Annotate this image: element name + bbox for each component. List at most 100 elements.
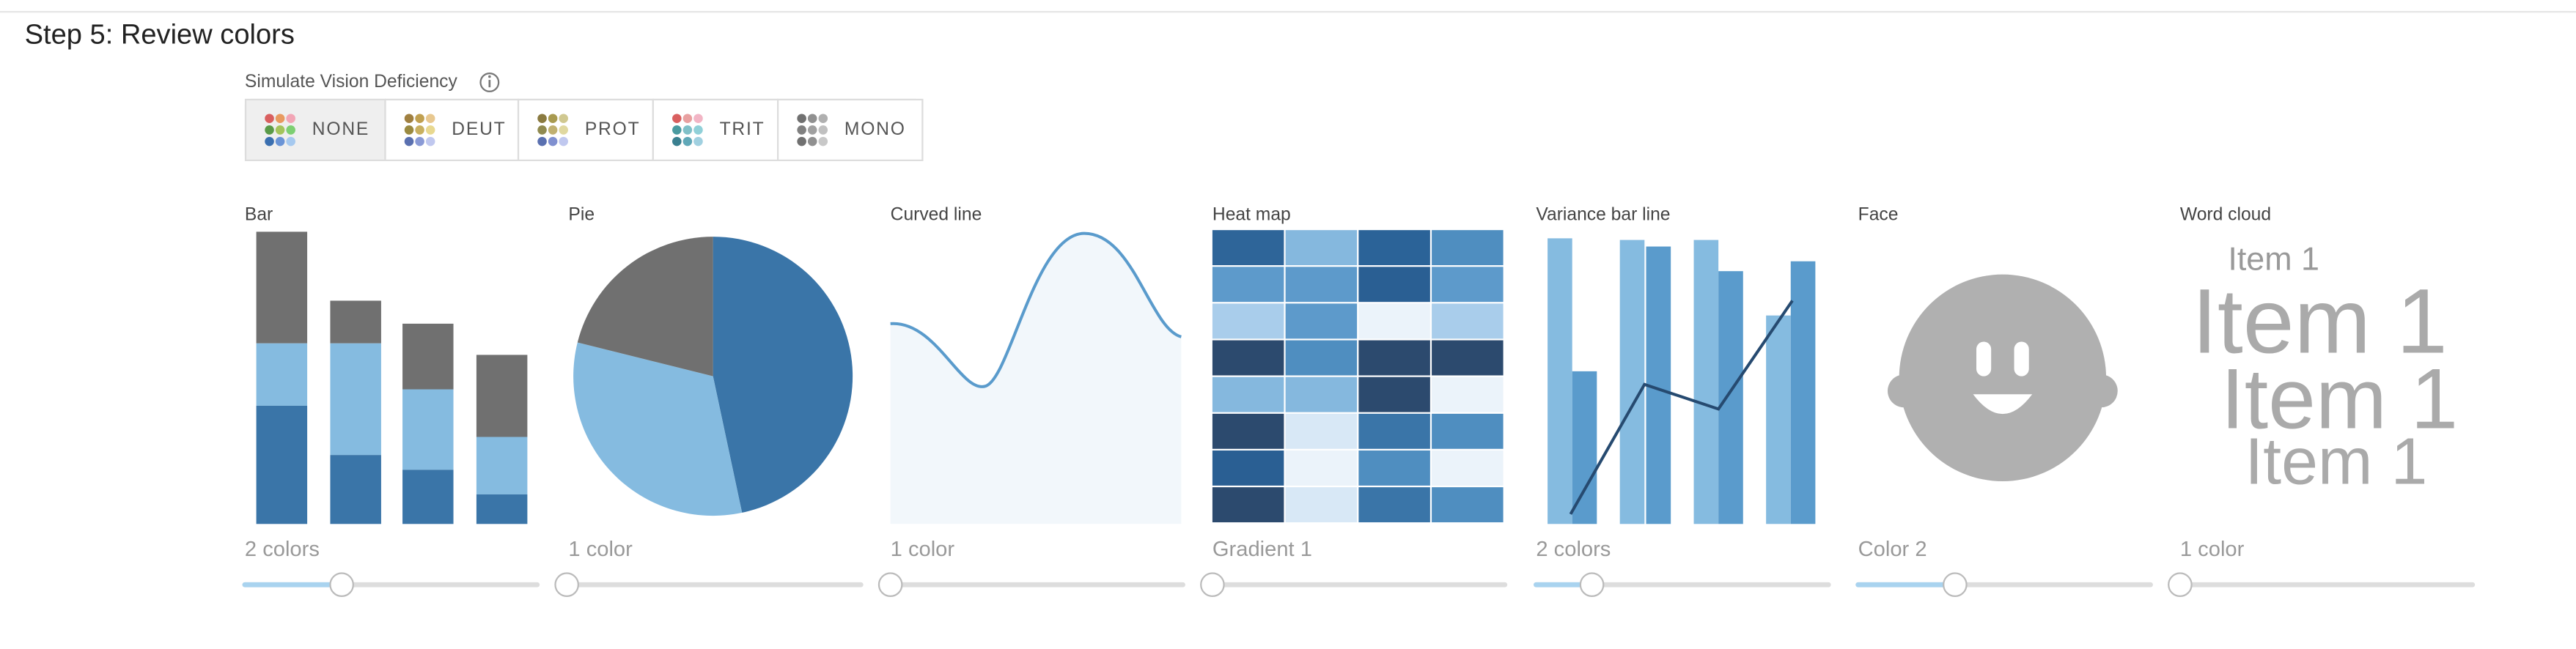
word-cloud-word: Item 1	[2245, 425, 2427, 498]
slider-knob[interactable]	[329, 572, 354, 598]
info-icon[interactable]	[479, 72, 500, 92]
slider-knob[interactable]	[2168, 572, 2193, 598]
face-eye	[1976, 341, 1992, 377]
thumb-pie-slice	[573, 342, 743, 516]
thumb-heat-cell	[1358, 340, 1430, 376]
swatch-dot	[807, 136, 817, 147]
panel-caption: 2 colors	[245, 538, 320, 561]
slider-knob[interactable]	[554, 572, 579, 598]
thumb-line	[890, 231, 1182, 388]
thumb-bar-segment	[402, 389, 454, 470]
swatch-dot	[818, 136, 828, 147]
thumb-variance-bar	[1718, 271, 1743, 524]
button-label: TRIT	[720, 119, 765, 139]
swatch-dot	[548, 125, 558, 135]
panel-title: Curved line	[891, 204, 982, 224]
swatch-dot	[275, 125, 285, 135]
button-label: NONE	[312, 119, 369, 139]
swatch-dot	[548, 114, 558, 124]
swatch-dot	[537, 114, 547, 124]
swatch-dot	[275, 114, 285, 124]
thumb-heat-cell	[1432, 267, 1504, 303]
panel-title: Pie	[568, 204, 595, 224]
panel-caption: 1 color	[568, 538, 633, 561]
thumb-heat-cell	[1285, 450, 1358, 486]
thumb-heat-cell	[1212, 340, 1284, 376]
swatch-dot	[265, 136, 274, 147]
thumb-heat-cell	[1285, 267, 1358, 303]
thumb-heat-cell	[1285, 487, 1358, 523]
thumb-heat-cell	[1285, 303, 1358, 339]
slider-knob[interactable]	[1579, 572, 1605, 598]
thumb-heat-cell	[1358, 413, 1430, 449]
thumb-variance-bar	[1790, 261, 1816, 524]
thumb-heat-cell	[1212, 377, 1284, 412]
swatch-dot	[559, 125, 568, 135]
swatch-dot	[559, 114, 568, 124]
thumb-bar-segment	[330, 343, 381, 456]
thumb-pie-slice	[713, 237, 853, 513]
thumb-heat-cell	[1285, 230, 1358, 266]
swatch-dot	[807, 114, 817, 124]
thumb-bar-segment	[256, 405, 308, 524]
thumb-heat-cell	[1358, 230, 1430, 266]
vision-option-button[interactable]: NONE	[244, 98, 386, 162]
panel-title: Word cloud	[2180, 204, 2271, 224]
panel-caption: Color 2	[1858, 538, 1927, 561]
panel-caption: 1 color	[891, 538, 955, 561]
thumb-variance-line	[1569, 300, 1794, 515]
slider-knob[interactable]	[1943, 572, 1968, 598]
vision-option-button[interactable]: PROT	[517, 98, 654, 162]
swatch-dot	[537, 136, 547, 147]
thumb-bar-segment	[402, 323, 454, 390]
face-head	[1899, 274, 2107, 482]
swatch-dot	[286, 136, 295, 147]
panel-title: Face	[1858, 204, 1899, 224]
swatch-dot	[818, 125, 828, 135]
swatch-dot	[415, 136, 424, 147]
swatch-dot	[818, 114, 828, 124]
panel-title: Heat map	[1212, 204, 1291, 224]
thumb-variance-bar	[1548, 238, 1572, 524]
swatch-dot	[404, 125, 414, 135]
thumb-heat-cell	[1432, 487, 1504, 523]
swatch-dot	[693, 125, 703, 135]
slider-knob[interactable]	[877, 572, 903, 598]
thumb-heat-cell	[1432, 450, 1504, 486]
panel-title: Variance bar line	[1536, 204, 1670, 224]
thumb-variance-bar	[1572, 371, 1597, 524]
swatch-dot	[265, 114, 274, 124]
thumb-heat-cell	[1212, 487, 1284, 523]
thumb-heat-cell	[1358, 267, 1430, 303]
swatch-dot	[693, 114, 703, 124]
swatch-dot	[797, 136, 806, 147]
thumb-heat-cell	[1432, 377, 1504, 412]
thumb-heat-cell	[1212, 303, 1284, 339]
swatch-dot	[537, 125, 547, 135]
panel-title: Bar	[245, 204, 273, 224]
word-cloud-word: Item 1	[2228, 241, 2319, 278]
thumb-heat-cell	[1212, 413, 1284, 449]
thumb-heat-cell	[1212, 267, 1284, 303]
swatch-dot	[425, 114, 435, 124]
vision-option-button[interactable]: DEUT	[384, 98, 520, 162]
panel-caption: Gradient 1	[1212, 538, 1312, 561]
swatch-dot	[672, 125, 682, 135]
thumb-face	[1887, 274, 2118, 482]
vision-option-button[interactable]: TRIT	[652, 98, 779, 162]
swatch-dot	[559, 136, 568, 147]
thumb-heat-cell	[1432, 340, 1504, 376]
thumb-heat-cell	[1432, 413, 1504, 449]
word-cloud-word: Item 1	[2192, 270, 2448, 373]
vision-option-button[interactable]: MONO	[777, 98, 924, 162]
thumb-pie-slice	[577, 237, 713, 377]
swatch-dot	[415, 114, 424, 124]
swatch-dot	[286, 125, 295, 135]
thumb-bar-segment	[330, 455, 381, 524]
slider-knob[interactable]	[1200, 572, 1225, 598]
thumb-heat-cell	[1358, 450, 1430, 486]
thumb-heat-cell	[1358, 377, 1430, 412]
thumb-heat-cell	[1285, 413, 1358, 449]
swatch-dot	[265, 125, 274, 135]
